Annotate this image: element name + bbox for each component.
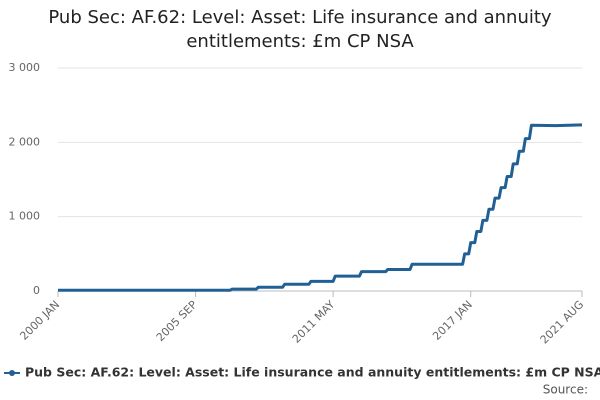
legend-marker: [9, 370, 15, 376]
y-tick-label: 3 000: [9, 61, 41, 74]
legend-label: Pub Sec: AF.62: Level: Asset: Life insur…: [25, 365, 600, 380]
source: Source:: [543, 383, 588, 397]
data-line: [58, 123, 583, 292]
y-tick-label: 2 000: [9, 135, 41, 148]
legend-item: Pub Sec: AF.62: Level: Asset: Life insur…: [4, 365, 600, 380]
y-tick-label: 1 000: [9, 210, 41, 223]
x-tick-label: 2011 MAY: [290, 298, 338, 346]
x-tick-label: 2017 JAN: [430, 298, 475, 343]
chart-title: Pub Sec: AF.62: Level: Asset: Life insur…: [48, 7, 552, 52]
y-tick-label: 0: [33, 284, 40, 297]
x-tick-label: 2005 SEP: [154, 298, 200, 344]
x-tick-label: 2000 JAN: [17, 298, 62, 343]
x-tick-label: 2021 AUG: [538, 298, 587, 347]
